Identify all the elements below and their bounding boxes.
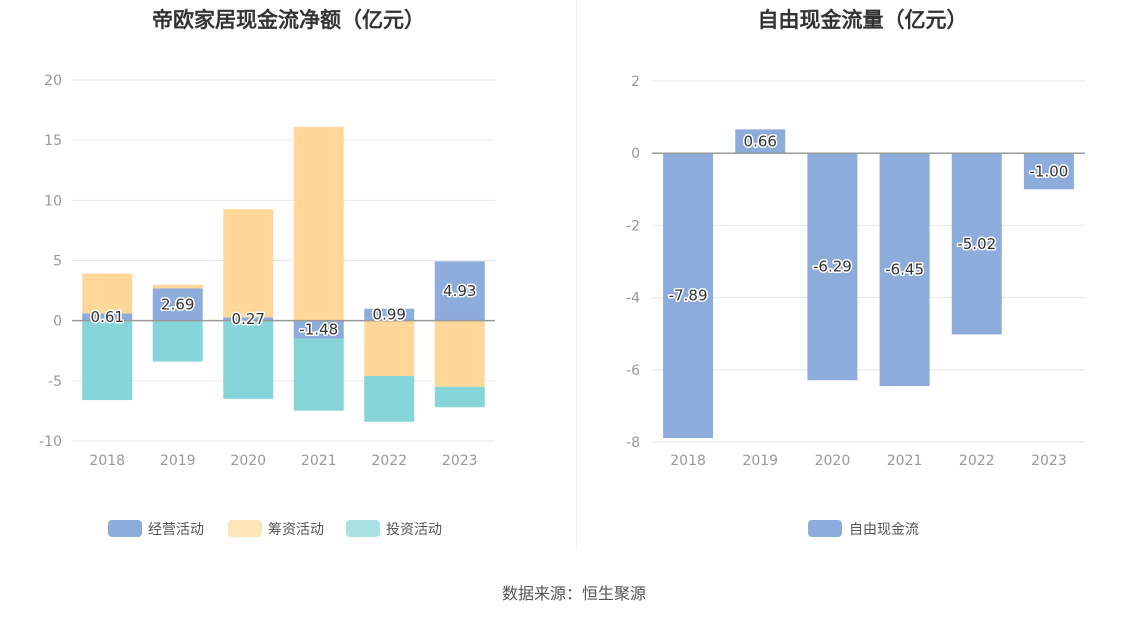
bar-free-cash-flow	[807, 153, 858, 381]
x-tick-label: 2023	[442, 453, 478, 469]
bar-investing	[82, 320, 133, 401]
y-tick-label: 0	[631, 146, 640, 162]
bar-investing	[152, 320, 203, 362]
bar-free-cash-flow	[879, 153, 930, 387]
y-tick-label: -6	[626, 363, 640, 379]
x-tick-label: 2022	[959, 453, 995, 469]
left-chart-title: 帝欧家居现金流净额（亿元）	[152, 8, 425, 32]
bar-free-cash-flow	[735, 129, 786, 154]
x-tick-label: 2019	[160, 453, 196, 469]
y-tick-label: 5	[53, 254, 62, 270]
y-tick-label: 10	[44, 193, 62, 209]
y-tick-label: 2	[631, 74, 640, 90]
data-source-note: 数据来源：恒生聚源	[501, 584, 646, 603]
y-tick-label: -8	[626, 435, 640, 451]
x-tick-label: 2022	[371, 453, 407, 469]
y-tick-label: 15	[44, 133, 62, 149]
bar-investing	[434, 386, 485, 408]
legend-free-cash-flow-label: 自由现金流	[849, 522, 919, 538]
legend-free-cash-flow-swatch	[808, 520, 842, 537]
y-tick-label: -2	[626, 218, 640, 234]
bar-investing	[223, 320, 274, 399]
free-cash-flow-value-label: -7.89	[669, 287, 708, 305]
free-cash-flow-value-label: -6.45	[885, 261, 924, 279]
legend-financing-label: 筹资活动	[268, 521, 324, 538]
cash-flow-stacked-bar-chart: 20 15 10 5 0 -5 -10 2018 2019 2020 2021 2022 2023 0.6…	[39, 73, 495, 538]
bar-financing	[223, 209, 274, 318]
y-tick-label: -10	[39, 434, 62, 450]
y-tick-label: -4	[626, 291, 640, 307]
bar-operating	[434, 261, 485, 321]
operating-value-label: 0.99	[373, 306, 406, 324]
legend-financing-swatch	[228, 520, 262, 537]
bar-financing	[364, 320, 415, 377]
chart-divider	[576, 0, 577, 550]
x-tick-label: 2019	[742, 453, 778, 469]
bar-operating	[293, 320, 344, 339]
x-tick-label: 2020	[815, 453, 851, 469]
y-tick-label: 20	[44, 73, 62, 89]
free-cash-flow-value-label: -5.02	[957, 235, 996, 253]
y-tick-label: 0	[53, 314, 62, 330]
operating-value-label: 0.61	[91, 308, 124, 326]
free-cash-flow-value-label: -1.00	[1030, 162, 1069, 180]
bar-free-cash-flow	[951, 153, 1002, 335]
operating-value-label: 2.69	[161, 295, 194, 313]
y-tick-label: -5	[48, 374, 62, 390]
right-chart-title: 自由现金流量（亿元）	[757, 8, 968, 32]
bar-free-cash-flow	[663, 153, 714, 439]
legend-investing-label: 投资活动	[386, 522, 442, 538]
bar-operating	[152, 288, 203, 321]
x-tick-label: 2020	[230, 453, 266, 469]
bar-financing	[293, 126, 344, 321]
x-tick-label: 2021	[887, 453, 923, 469]
free-cash-flow-bar-chart: 2 0 -2 -4 -6 -8 2018 2019 2020 2021 2022 2023 -7.89 0…	[626, 74, 1085, 538]
bar-operating	[223, 317, 274, 321]
bar-financing	[152, 284, 203, 289]
x-tick-label: 2018	[670, 453, 706, 469]
operating-value-label: -1.48	[299, 321, 338, 339]
free-cash-flow-value-label: -6.29	[813, 258, 852, 276]
bar-operating	[82, 313, 133, 321]
x-tick-label: 2021	[301, 453, 337, 469]
bar-investing	[364, 376, 415, 422]
free-cash-flow-value-label: 0.66	[744, 132, 777, 150]
operating-value-label: 0.27	[232, 310, 265, 328]
x-tick-label: 2018	[89, 453, 125, 469]
bar-free-cash-flow	[1023, 153, 1074, 190]
legend-operating-label: 经营活动	[148, 522, 204, 538]
bar-financing	[434, 320, 485, 387]
bar-operating	[364, 308, 415, 321]
bar-investing	[293, 338, 344, 411]
legend-investing-swatch	[346, 520, 380, 537]
bar-financing	[82, 273, 133, 314]
operating-value-label: 4.93	[443, 282, 476, 300]
x-tick-label: 2023	[1031, 453, 1067, 469]
legend-operating-swatch	[108, 520, 142, 537]
